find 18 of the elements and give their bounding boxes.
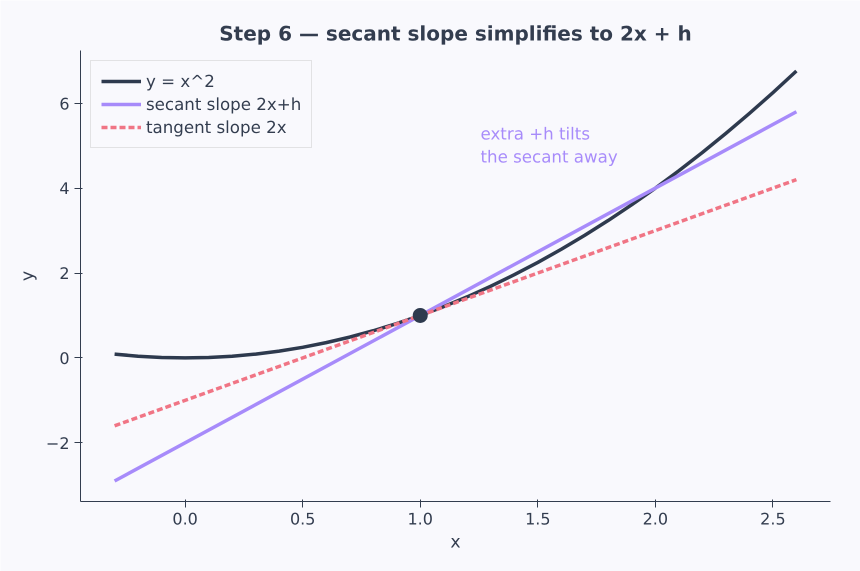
x-tick-label: 0.5 xyxy=(290,510,316,528)
y-axis-title: y xyxy=(18,270,38,282)
legend-label: secant slope 2x+h xyxy=(146,94,302,114)
chart-title: Step 6 — secant slope simplifies to 2x + h xyxy=(219,22,692,46)
legend-label: tangent slope 2x xyxy=(146,118,287,136)
y-tick-label: 4 xyxy=(59,179,70,198)
x-axis-title: x xyxy=(450,532,461,552)
x-tick-label: 2.5 xyxy=(760,510,786,528)
y-tick-label: −2 xyxy=(46,434,70,453)
x-tick-label: 2.0 xyxy=(642,510,668,528)
annotation: extra +h tilts the secant away xyxy=(480,124,618,166)
legend-label: y = x^2 xyxy=(146,72,215,90)
y-tick-label: 0 xyxy=(59,348,70,368)
x-tick-label: 1.0 xyxy=(408,510,433,528)
y-tick-label: 6 xyxy=(59,94,70,114)
x-tick-label: 1.5 xyxy=(525,510,551,528)
y-tick-label: 2 xyxy=(59,264,70,284)
x-tick-label: 0.0 xyxy=(172,510,198,528)
